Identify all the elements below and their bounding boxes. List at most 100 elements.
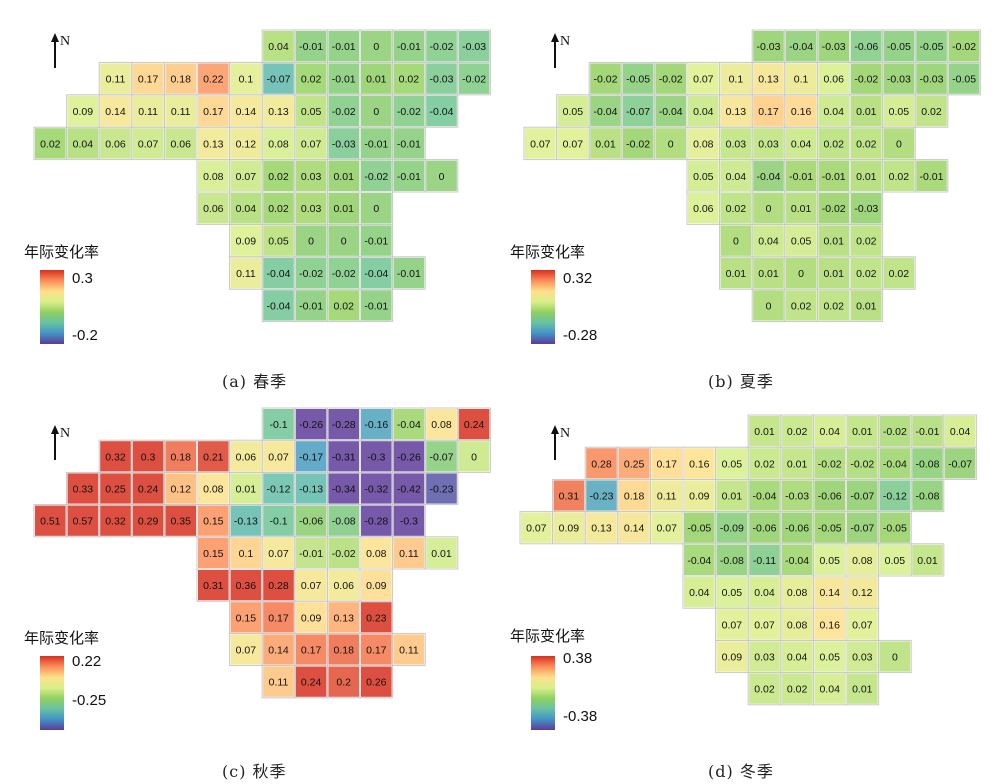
- land-color-cell: [263, 160, 294, 191]
- grid-cell-value: 0.1: [239, 548, 254, 560]
- grid-cell-border: [359, 288, 394, 323]
- grid-cell-value: -0.06: [854, 41, 878, 53]
- land-color-cell: [553, 480, 585, 511]
- grid-cell-value: 0.01: [366, 74, 387, 86]
- land-color-cell: [916, 31, 947, 62]
- land-color-cell: [393, 441, 425, 472]
- grid-cell-value: 0: [439, 171, 445, 183]
- land-color-cell: [328, 505, 359, 536]
- grid-cell-value: -0.04: [687, 555, 711, 567]
- grid-cell-value: 0.18: [170, 74, 191, 86]
- grid-cell-value: -0.01: [332, 41, 356, 53]
- land-color-cell: [328, 257, 359, 289]
- land-color-cell: [818, 225, 849, 256]
- land-color-cell: [165, 95, 196, 127]
- grid-cell-value: 0.17: [366, 645, 387, 657]
- grid-cell-value: 0.04: [268, 41, 289, 53]
- land-color-cell: [851, 225, 882, 256]
- land-color-cell: [781, 448, 813, 479]
- land-color-cell: [263, 666, 294, 697]
- grid-cell-value: -0.28: [364, 516, 388, 528]
- land-color-cell: [753, 257, 784, 289]
- land-color-cell: [916, 95, 947, 127]
- land-color-cell: [618, 448, 650, 479]
- grid-cell: -0.23: [424, 471, 459, 506]
- legend-color-bar: [40, 656, 64, 730]
- land-color-cell: [883, 31, 915, 62]
- grid-cell-value: -0.01: [299, 41, 323, 53]
- grid-cell-value: 0.06: [105, 138, 126, 150]
- grid-cell-value: 0.18: [333, 645, 354, 657]
- grid-cell: 0: [878, 639, 912, 674]
- grid-cell-value: -0.01: [397, 268, 421, 280]
- land-color-cell: [883, 257, 915, 289]
- grid-cell-value: 0.08: [787, 619, 808, 631]
- land-color-cell: [295, 160, 327, 191]
- grid-cell-value: -0.3: [367, 451, 385, 463]
- land-color-cell: [230, 570, 262, 601]
- legend-max-value: 0.22: [72, 653, 102, 670]
- land-color-cell: [785, 95, 817, 127]
- panel-caption: (c) 秋季: [222, 762, 287, 781]
- grid-cell-value: 0.06: [170, 138, 191, 150]
- grid-cell-value: 0.12: [852, 587, 873, 599]
- grid-cell-value: -0.01: [397, 171, 421, 183]
- land-color-cell: [295, 570, 327, 601]
- grid-cell-value: 0.01: [754, 426, 775, 438]
- grid-cell-value: 0.15: [203, 548, 224, 560]
- land-color-cell: [198, 441, 229, 472]
- grid-cell-value: -0.03: [332, 138, 356, 150]
- land-color-cell: [393, 473, 425, 504]
- land-color-cell: [393, 505, 425, 536]
- grid-cell-value: 0.05: [819, 555, 840, 567]
- grid-cell-value: -0.06: [753, 523, 777, 535]
- grid-cell: 0: [457, 439, 491, 473]
- grid-cell-value: 0.04: [758, 236, 779, 248]
- land-color-cell: [328, 570, 359, 601]
- land-color-cell: [100, 63, 131, 94]
- land-color-cell: [230, 95, 262, 127]
- grid-cell-value: 0.08: [787, 587, 808, 599]
- land-color-cell: [393, 160, 425, 191]
- land-color-cell: [295, 473, 327, 504]
- grid-cell-border: [914, 159, 949, 193]
- grid-cell-value: 0.09: [559, 523, 580, 535]
- land-color-cell: [393, 257, 425, 289]
- land-color-cell: [586, 448, 617, 479]
- grid-cell-border: [882, 256, 916, 290]
- land-color-cell: [521, 512, 552, 543]
- grid-cell-value: 0.03: [301, 171, 322, 183]
- grid-cell-value: 0.06: [333, 580, 354, 592]
- grid-cell-value: 0.36: [236, 580, 257, 592]
- grid-cell-value: 0.15: [236, 612, 257, 624]
- grid-cell-value: 0.03: [758, 138, 779, 150]
- land-color-cell: [749, 609, 780, 640]
- land-color-cell: [847, 480, 878, 511]
- land-color-cell: [328, 473, 359, 504]
- land-color-cell: [328, 128, 359, 159]
- land-color-cell: [785, 257, 817, 289]
- land-color-cell: [361, 634, 392, 665]
- land-color-cell: [749, 480, 780, 511]
- grid-cell-value: 0.09: [722, 652, 743, 664]
- grid-cell-value: -0.07: [948, 458, 972, 470]
- grid-cell-value: 0.33: [73, 484, 94, 496]
- grid-cell-value: 0.02: [787, 426, 808, 438]
- land-color-cell: [716, 544, 748, 575]
- grid-cell-value: -0.26: [397, 451, 421, 463]
- land-color-cell: [263, 602, 294, 633]
- land-color-cell: [814, 673, 845, 704]
- grid-cell-border: [392, 632, 426, 667]
- grid-cell: 0.01: [424, 536, 459, 570]
- land-color-cell: [295, 225, 327, 256]
- land-color-cell: [753, 31, 784, 62]
- grid-cell-value: -0.02: [822, 203, 846, 215]
- land-color-cell: [100, 128, 131, 159]
- grid-cell-value: 0.02: [399, 74, 420, 86]
- land-color-cell: [716, 577, 748, 608]
- grid-cell-value: 0.17: [268, 612, 289, 624]
- grid-cell-border: [359, 665, 394, 699]
- grid-cell-value: 0.13: [203, 138, 224, 150]
- land-color-cell: [263, 441, 294, 472]
